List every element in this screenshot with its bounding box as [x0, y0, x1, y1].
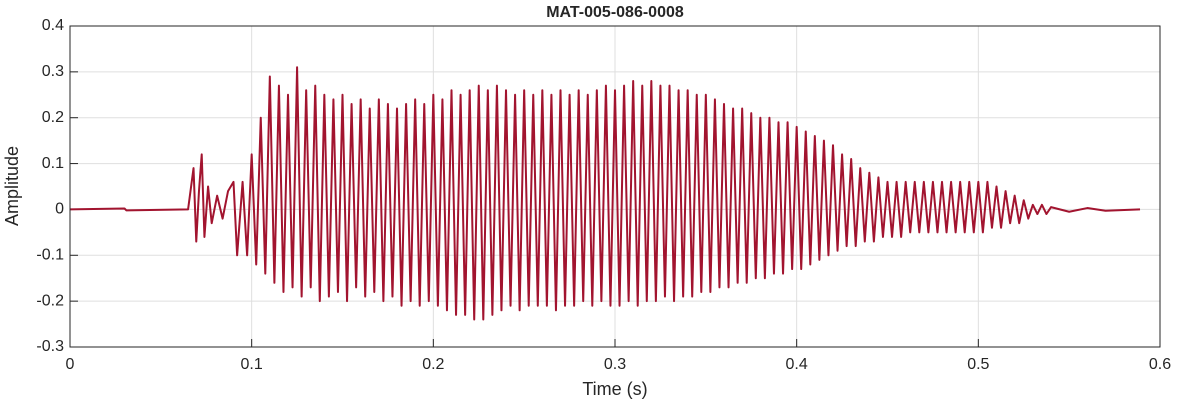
x-tick-label: 0.5 — [967, 356, 989, 373]
x-tick-label: 0.2 — [422, 356, 444, 373]
y-axis-label: Amplitude — [2, 146, 22, 226]
y-tick-label: 0.4 — [42, 17, 64, 34]
x-tick-label: 0.6 — [1149, 356, 1171, 373]
x-tick-label: 0.4 — [786, 356, 808, 373]
waveform — [69, 66, 1141, 321]
y-tick-label: 0.1 — [42, 155, 64, 172]
x-tick-label: 0.1 — [241, 356, 263, 373]
x-axis-label: Time (s) — [582, 379, 647, 399]
y-tick-label: 0.2 — [42, 109, 64, 126]
y-tick-label: -0.1 — [36, 247, 64, 264]
y-tick-label: -0.3 — [36, 338, 64, 355]
x-tick-label: 0 — [66, 356, 75, 373]
x-tick-label: 0.3 — [604, 356, 626, 373]
y-tick-label: -0.2 — [36, 292, 64, 309]
chart-title: MAT-005-086-0008 — [546, 4, 684, 21]
y-tick-label: 0 — [55, 201, 64, 218]
y-tick-label: 0.3 — [42, 63, 64, 80]
plot-frame — [69, 25, 1161, 348]
